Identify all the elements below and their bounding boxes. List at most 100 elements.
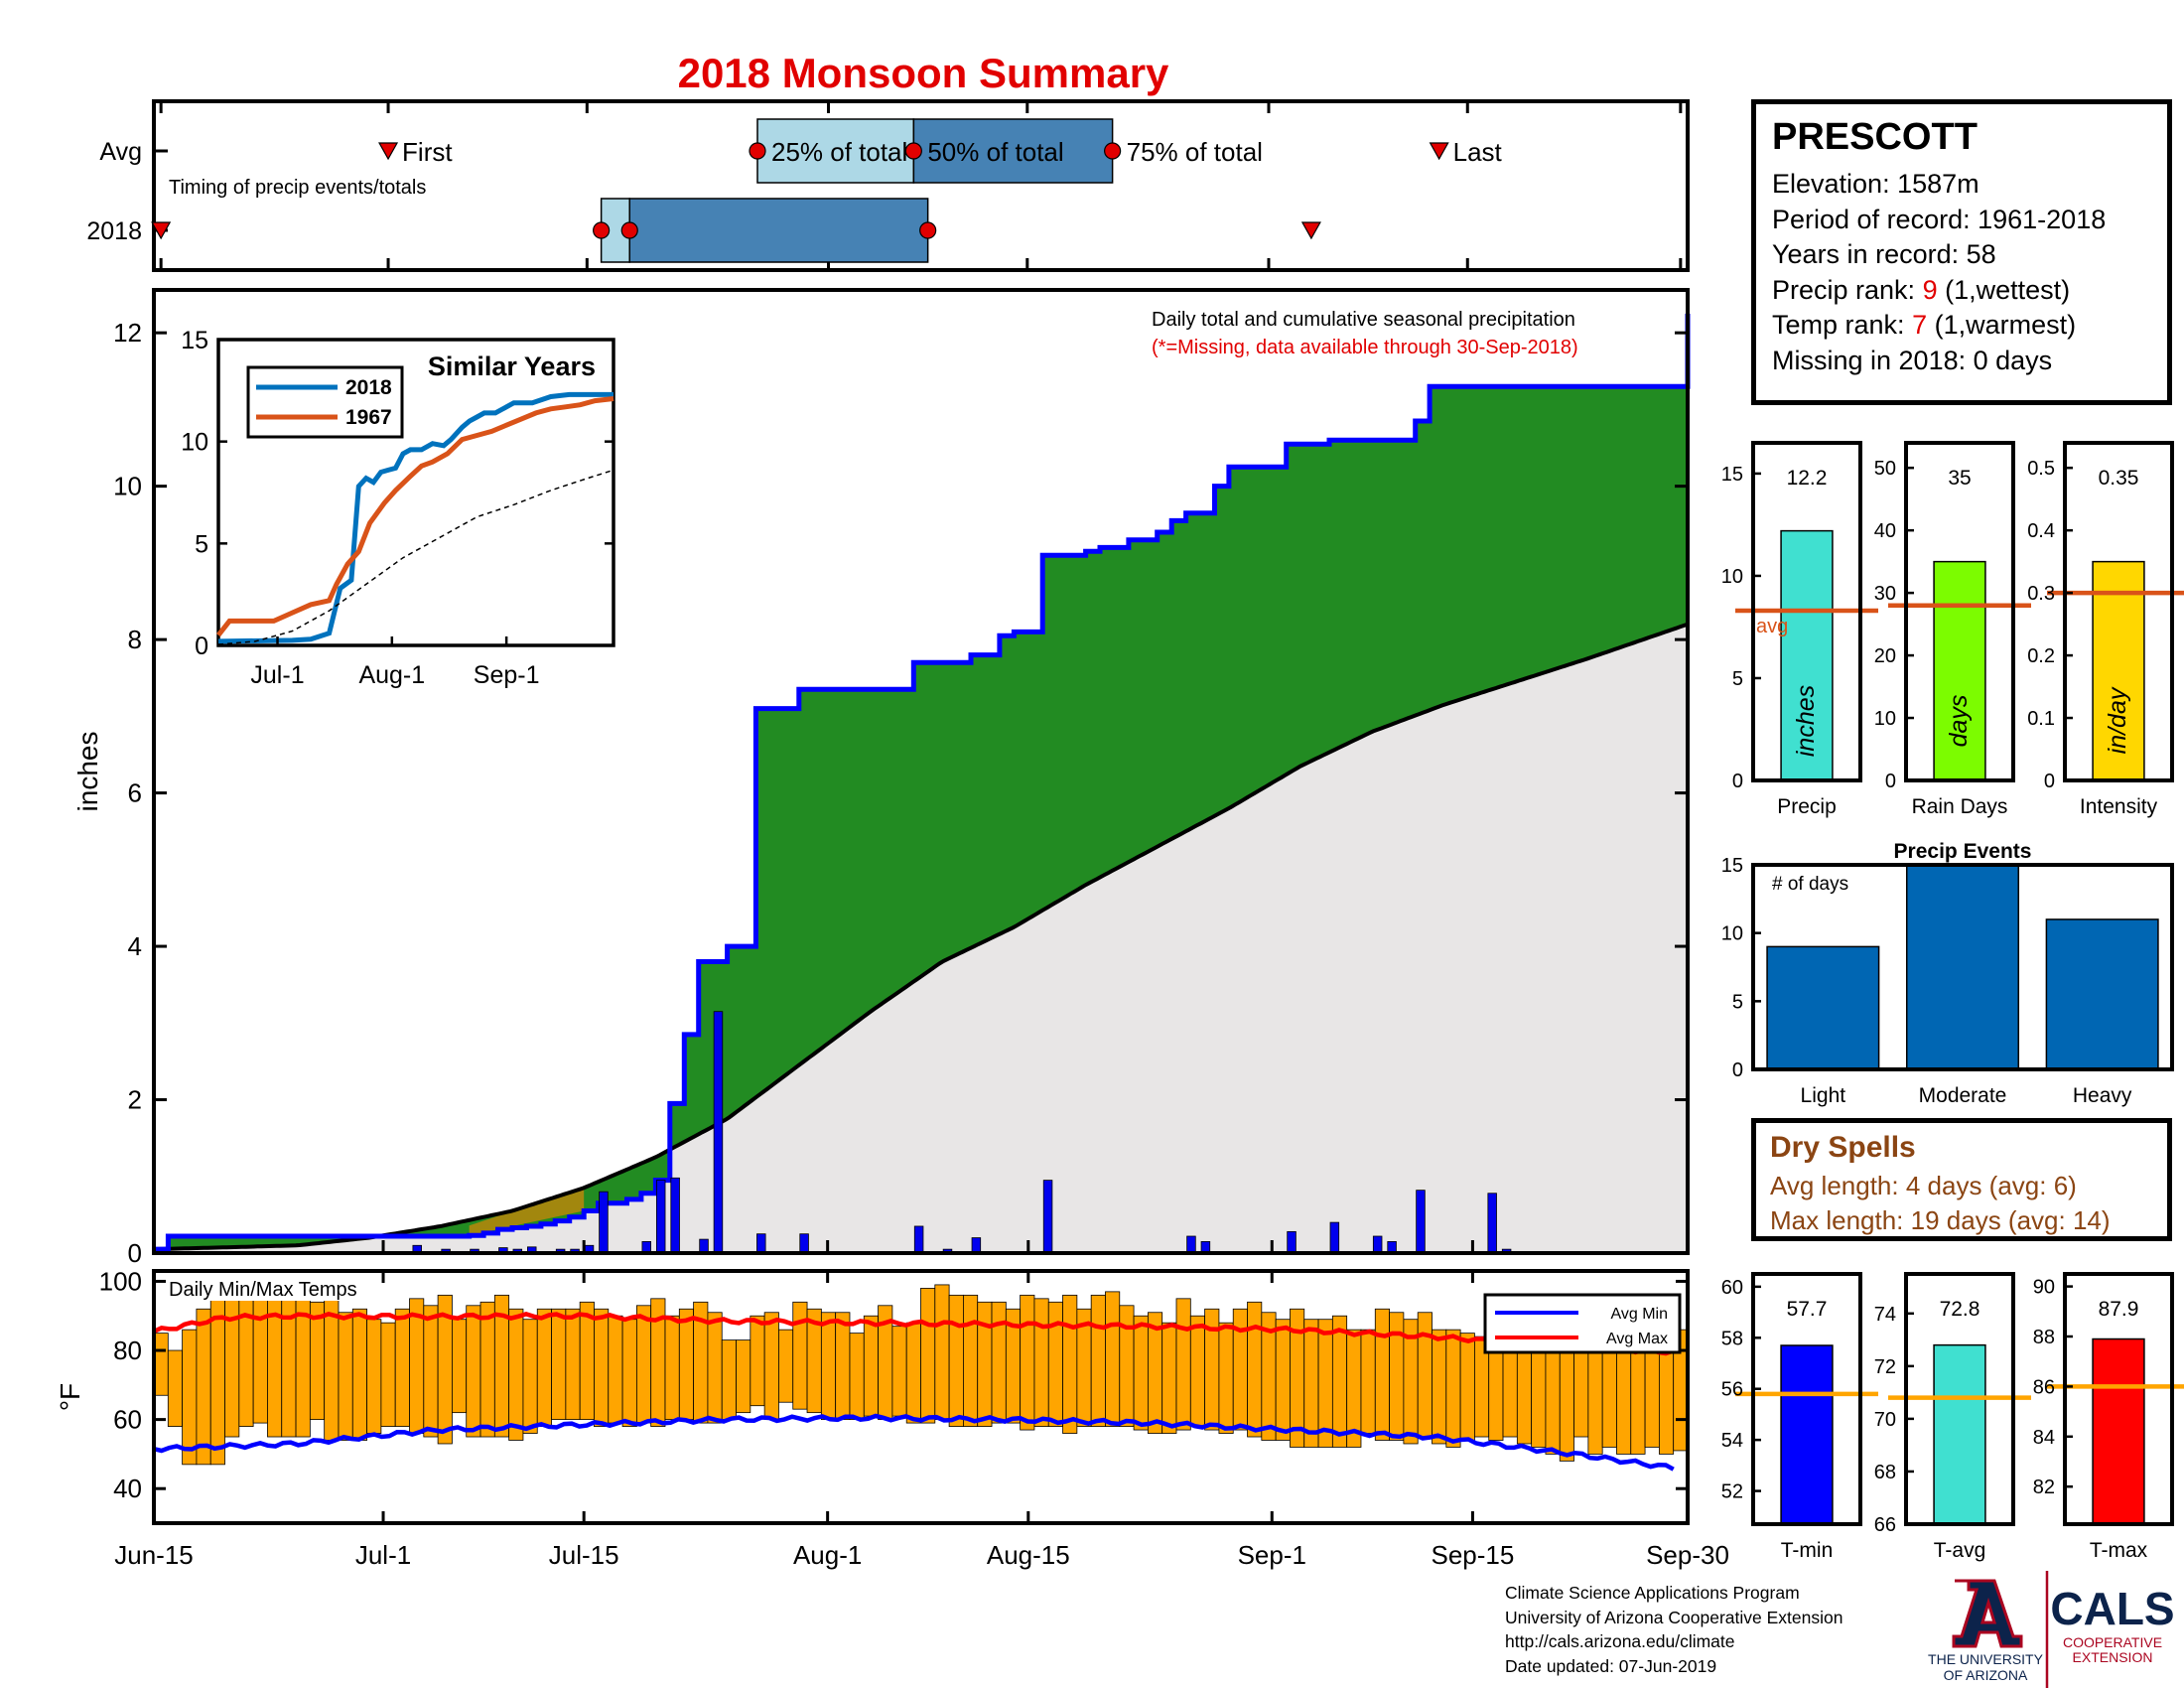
temp-chart-title: Daily Min/Max Temps bbox=[169, 1279, 357, 1301]
inset-series-line bbox=[217, 391, 614, 644]
daily-temp-range-bar bbox=[863, 1315, 879, 1417]
daily-temp-range-bar bbox=[1062, 1294, 1078, 1434]
tmin-ytick-label: 56 bbox=[1721, 1379, 1743, 1401]
daily-temp-range-bar bbox=[508, 1308, 524, 1441]
temp-ytick-label: 60 bbox=[113, 1405, 142, 1435]
precip-ytick-label: 10 bbox=[113, 472, 142, 501]
daily-precip-bar bbox=[913, 1225, 924, 1254]
precip-missing-note: (*=Missing, data available through 30-Se… bbox=[1152, 337, 1578, 358]
date-axis-tick-label: Jul-15 bbox=[549, 1540, 619, 1570]
daily-temp-range-bar bbox=[835, 1312, 851, 1421]
daily-temp-range-bar bbox=[366, 1319, 382, 1434]
temp-plot-frame bbox=[152, 1269, 1690, 1525]
precip-total-ytick-label: 5 bbox=[1732, 668, 1743, 690]
daily-temp-range-bar bbox=[849, 1333, 865, 1421]
precip-event-bar bbox=[1905, 864, 2020, 1070]
inset-series-line bbox=[217, 469, 614, 645]
daily-temp-range-bar bbox=[1445, 1329, 1461, 1448]
intensity-value-label: 0.35 bbox=[2099, 467, 2139, 490]
date-axis-tick-label: Sep-1 bbox=[1238, 1540, 1306, 1570]
events-ytick-label: 10 bbox=[1721, 923, 1743, 945]
daily-temp-range-bar bbox=[664, 1315, 680, 1421]
cals-logo-text: CALS bbox=[2050, 1583, 2174, 1634]
daily-temp-range-bar bbox=[991, 1301, 1007, 1424]
precip-ytick-label: 2 bbox=[128, 1085, 142, 1115]
ua-logo-line-1: THE UNIVERSITY bbox=[1928, 1651, 2044, 1667]
precip-chart-note: Daily total and cumulative seasonal prec… bbox=[1152, 309, 1575, 331]
daily-temp-range-bar bbox=[1020, 1294, 1035, 1431]
inset-series-line bbox=[216, 396, 614, 637]
daily-precip-bar bbox=[1329, 1221, 1340, 1254]
avg-max-temp-line bbox=[153, 1311, 1675, 1356]
tmin-ytick-label: 54 bbox=[1721, 1430, 1743, 1452]
credits-line-2: University of Arizona Cooperative Extens… bbox=[1505, 1607, 1843, 1627]
rain-days-panel-frame bbox=[1904, 441, 2015, 782]
inset-legend-label-2018: 2018 bbox=[345, 376, 392, 399]
timing-2018-box-50-75 bbox=[628, 198, 929, 263]
inset-xtick-label: Sep-1 bbox=[474, 661, 540, 689]
daily-precip-bar bbox=[655, 1180, 666, 1254]
rain-days-value-label: 35 bbox=[1948, 467, 1971, 490]
temp-y-axis-label: °F bbox=[55, 1383, 85, 1411]
temp-title-background bbox=[167, 1277, 377, 1301]
timing-row-label-avg: Avg bbox=[99, 138, 142, 166]
daily-temp-range-bar bbox=[380, 1322, 396, 1427]
rain-days-ytick-label: 50 bbox=[1874, 458, 1896, 480]
events-ytick-label: 15 bbox=[1721, 855, 1743, 877]
daily-temp-range-bar bbox=[1175, 1298, 1191, 1431]
page-title: 2018 Monsoon Summary bbox=[677, 50, 1169, 96]
daily-temp-range-bar bbox=[721, 1339, 737, 1421]
daily-temp-range-bar bbox=[594, 1308, 610, 1427]
daily-temp-range-bar bbox=[934, 1284, 950, 1421]
daily-temp-range-bar bbox=[1105, 1291, 1121, 1427]
intensity-ytick-label: 0.2 bbox=[2027, 645, 2055, 667]
timing-p50-label: 50% of total bbox=[927, 137, 1063, 167]
inset-ytick-label: 15 bbox=[181, 327, 208, 354]
daily-temp-range-bar bbox=[1432, 1329, 1447, 1445]
tavg-value-bar bbox=[1933, 1343, 1986, 1525]
daily-temp-range-bar bbox=[1417, 1312, 1433, 1438]
inset-ytick-label: 10 bbox=[181, 429, 208, 457]
precip-plot-frame bbox=[152, 288, 1690, 1255]
rain-days-value-bar bbox=[1933, 560, 1986, 781]
daily-temp-range-bar bbox=[522, 1319, 538, 1434]
2018-cumulative-line bbox=[154, 313, 1691, 1252]
daily-temp-range-bar bbox=[1360, 1329, 1376, 1434]
events-ytick-label: 5 bbox=[1732, 991, 1743, 1013]
daily-temp-range-bar bbox=[1459, 1333, 1475, 1441]
daily-temp-range-bar bbox=[153, 1333, 169, 1396]
precip-event-category-label: Moderate bbox=[1919, 1084, 2007, 1107]
date-axis-tick-label: Jul-1 bbox=[355, 1540, 411, 1570]
precip-ytick-label: 0 bbox=[128, 1238, 142, 1268]
station-name: PRESCOTT bbox=[1772, 116, 1978, 158]
precip-ytick-label: 6 bbox=[128, 778, 142, 808]
rain-days-ytick-label: 10 bbox=[1874, 708, 1896, 730]
station-precip-rank: Precip rank: 9 (1,wettest) bbox=[1772, 274, 2071, 305]
daily-temp-range-bar bbox=[196, 1308, 211, 1466]
station-elevation: Elevation: 1587m bbox=[1772, 169, 1979, 199]
timing-p75-label: 75% of total bbox=[1127, 137, 1263, 167]
timing-2018-first-last-marker bbox=[151, 221, 172, 240]
daily-precip-bar bbox=[1186, 1235, 1196, 1254]
timing-2018-percentile-marker bbox=[620, 221, 638, 239]
cumulative-deficit-area bbox=[469, 1188, 585, 1236]
ua-block-a-icon bbox=[1952, 1579, 2023, 1648]
tmax-value-bar bbox=[2092, 1337, 2145, 1525]
timing-2018-percentile-marker bbox=[593, 221, 611, 239]
inset-legend-label-1967: 1967 bbox=[345, 406, 392, 429]
daily-temp-range-bar bbox=[891, 1326, 907, 1417]
precip-total-ytick-label: 15 bbox=[1721, 464, 1743, 486]
daily-temp-range-bar bbox=[182, 1329, 198, 1466]
timing-avg-first-last-marker bbox=[1429, 142, 1449, 161]
temp-legend-label-max: Avg Max bbox=[1606, 1331, 1668, 1347]
rain-days-ytick-label: 20 bbox=[1874, 645, 1896, 667]
daily-temp-range-bar bbox=[1133, 1315, 1149, 1431]
precip-y-axis-label: inches bbox=[72, 732, 103, 812]
tmax-ytick-label: 88 bbox=[2033, 1327, 2055, 1348]
station-info-box: PRESCOTT Elevation: 1587m Period of reco… bbox=[1751, 99, 2172, 405]
daily-precip-bar bbox=[1416, 1190, 1426, 1254]
daily-temp-range-bar bbox=[1218, 1322, 1234, 1434]
avg-min-temp-line bbox=[153, 1413, 1675, 1472]
cals-logo-sub-2: EXTENSION bbox=[2073, 1649, 2153, 1665]
